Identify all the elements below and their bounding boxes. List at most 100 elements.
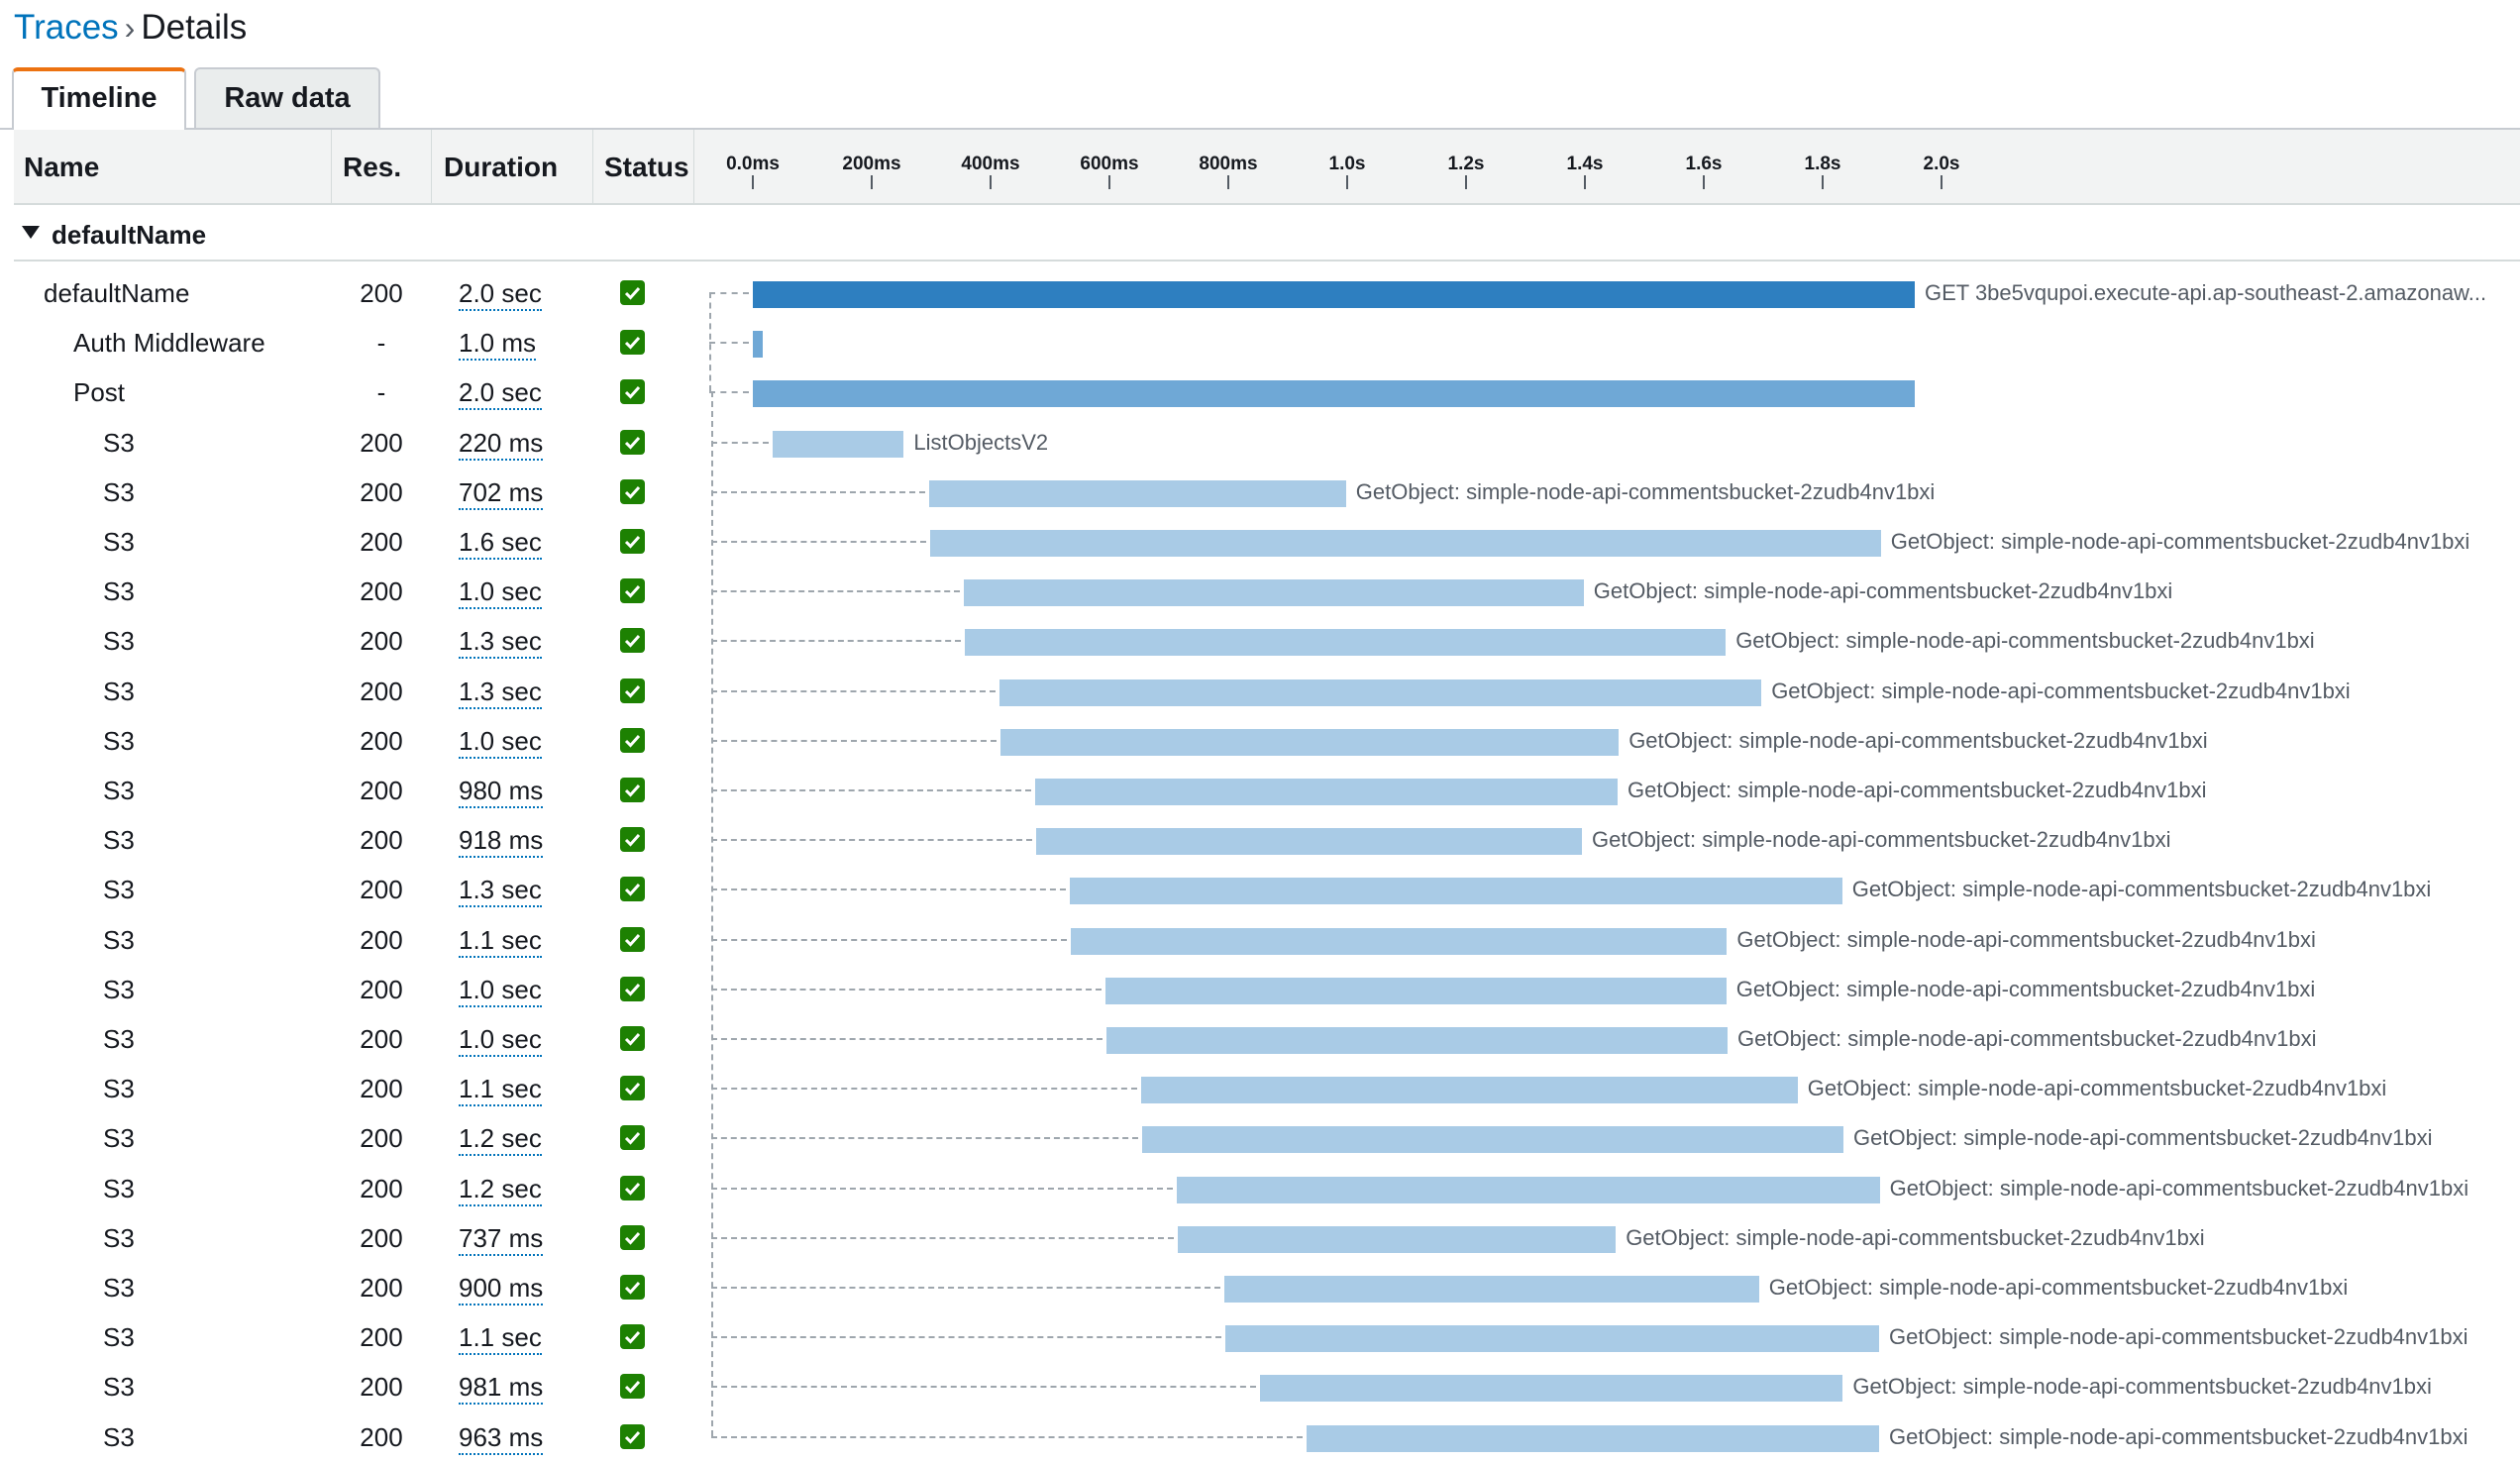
response-code: 200 bbox=[360, 974, 403, 1004]
duration-link[interactable]: 2.0 sec bbox=[459, 268, 542, 311]
segment-bar[interactable] bbox=[1000, 728, 1620, 756]
segment-bar[interactable] bbox=[1106, 1027, 1728, 1054]
segment-bar[interactable] bbox=[1223, 1276, 1759, 1303]
column-header-res[interactable]: Res. bbox=[343, 152, 402, 182]
segment-bar[interactable] bbox=[929, 530, 1881, 557]
duration-link[interactable]: 1.3 sec bbox=[459, 616, 542, 660]
segment-bar[interactable] bbox=[1307, 1424, 1879, 1452]
segment-bar[interactable] bbox=[999, 679, 1762, 706]
duration-link[interactable]: 1.1 sec bbox=[459, 1064, 542, 1107]
segment-bar[interactable] bbox=[1140, 1077, 1798, 1104]
duration-link[interactable]: 1.0 sec bbox=[459, 965, 542, 1007]
trace-row[interactable]: S3 200 1.2 sec GetObject: simple-node-api-c… bbox=[0, 1164, 2520, 1213]
column-header-status[interactable]: Status bbox=[604, 152, 689, 182]
duration-link[interactable]: 702 ms bbox=[459, 468, 544, 510]
response-code: 200 bbox=[360, 776, 403, 805]
trace-row[interactable]: S3 200 1.2 sec GetObject: simple-node-api-c… bbox=[0, 1113, 2520, 1163]
segment-bar[interactable] bbox=[753, 331, 763, 359]
segment-bar-label: GetObject: simple-node-api-commentsbucke… bbox=[1355, 478, 1936, 504]
trace-row[interactable]: S3 200 702 ms GetObject: simple-node-api-co… bbox=[0, 468, 2520, 517]
duration-link[interactable]: 1.3 sec bbox=[459, 865, 542, 908]
trace-row[interactable]: S3 200 1.1 sec GetObject: simple-node-api-c… bbox=[0, 1064, 2520, 1113]
response-code: 200 bbox=[360, 1273, 403, 1303]
caret-down-icon[interactable] bbox=[22, 226, 40, 239]
segment-bar[interactable] bbox=[1071, 927, 1728, 955]
duration-link[interactable]: 1.0 sec bbox=[459, 716, 542, 759]
segment-bar[interactable] bbox=[1104, 977, 1727, 1004]
segment-bar[interactable] bbox=[773, 430, 904, 458]
trace-row[interactable]: S3 200 1.0 sec GetObject: simple-node-api-c… bbox=[0, 716, 2520, 766]
axis-tick-label: 1.2s bbox=[1447, 154, 1485, 174]
duration-link[interactable]: 1.1 sec bbox=[459, 915, 542, 958]
duration-link[interactable]: 981 ms bbox=[459, 1362, 544, 1406]
axis-tick-mark bbox=[1703, 175, 1705, 189]
duration-link[interactable]: 220 ms bbox=[459, 418, 544, 461]
check-icon bbox=[620, 926, 645, 952]
trace-row[interactable]: S3 200 1.1 sec GetObject: simple-node-api-c… bbox=[0, 1312, 2520, 1362]
trace-row[interactable]: S3 200 1.6 sec GetObject: simple-node-api-c… bbox=[0, 517, 2520, 567]
trace-row[interactable]: S3 200 1.1 sec GetObject: simple-node-api-c… bbox=[0, 915, 2520, 965]
column-header-name[interactable]: Name bbox=[24, 152, 100, 182]
duration-link[interactable]: 963 ms bbox=[459, 1412, 544, 1455]
duration-link[interactable]: 1.2 sec bbox=[459, 1164, 542, 1206]
segment-bar[interactable] bbox=[753, 281, 1915, 308]
segment-name: S3 bbox=[103, 825, 135, 856]
trace-row[interactable]: S3 200 1.0 sec GetObject: simple-node-api-c… bbox=[0, 1014, 2520, 1064]
segment-bar[interactable] bbox=[928, 479, 1346, 507]
response-code: 200 bbox=[360, 527, 403, 557]
segment-bar[interactable] bbox=[964, 579, 1584, 607]
duration-link[interactable]: 900 ms bbox=[459, 1263, 544, 1305]
breadcrumb: Traces › Details bbox=[14, 6, 247, 50]
trace-row[interactable]: S3 200 981 ms GetObject: simple-node-api-co… bbox=[0, 1362, 2520, 1411]
duration-link[interactable]: 1.2 sec bbox=[459, 1113, 542, 1157]
trace-row[interactable]: Auth Middleware - 1.0 ms bbox=[0, 318, 2520, 367]
trace-row[interactable]: S3 200 1.3 sec GetObject: simple-node-api-c… bbox=[0, 865, 2520, 914]
axis-tick-mark bbox=[752, 175, 754, 189]
trace-row[interactable]: S3 200 900 ms GetObject: simple-node-api-co… bbox=[0, 1263, 2520, 1312]
column-header-duration[interactable]: Duration bbox=[444, 152, 559, 182]
duration-link[interactable]: 1.6 sec bbox=[459, 517, 542, 560]
segment-bar[interactable] bbox=[753, 380, 1915, 408]
segment-bar[interactable] bbox=[1069, 878, 1842, 905]
segment-name: S3 bbox=[103, 1273, 135, 1303]
axis-tick-label: 2.0s bbox=[1923, 154, 1960, 174]
duration-link[interactable]: 1.3 sec bbox=[459, 667, 542, 709]
trace-row[interactable]: S3 200 1.3 sec GetObject: simple-node-api-c… bbox=[0, 667, 2520, 716]
segment-bar[interactable] bbox=[1035, 779, 1618, 805]
duration-link[interactable]: 1.1 sec bbox=[459, 1312, 542, 1356]
duration-link[interactable]: 1.0 ms bbox=[459, 318, 537, 362]
segment-bar-label: GetObject: simple-node-api-commentsbucke… bbox=[1890, 529, 2470, 554]
segment-name: S3 bbox=[103, 1123, 135, 1154]
tab-timeline[interactable]: Timeline bbox=[12, 67, 186, 130]
breadcrumb-traces-link[interactable]: Traces bbox=[14, 8, 119, 47]
segment-bar-label: GetObject: simple-node-api-commentsbucke… bbox=[1735, 976, 2316, 1001]
segment-bar[interactable] bbox=[1176, 1176, 1880, 1203]
trace-row[interactable]: S3 200 220 ms ListObjectsV2 bbox=[0, 418, 2520, 468]
trace-row[interactable]: S3 200 918 ms GetObject: simple-node-api-co… bbox=[0, 815, 2520, 865]
trace-row[interactable]: S3 200 980 ms GetObject: simple-node-api-co… bbox=[0, 766, 2520, 815]
trace-row[interactable]: defaultName 200 2.0 sec GET 3be5vqupoi.exec… bbox=[0, 268, 2520, 318]
duration-link[interactable]: 980 ms bbox=[459, 766, 544, 808]
segment-bar[interactable] bbox=[1178, 1225, 1617, 1253]
duration-link[interactable]: 918 ms bbox=[459, 815, 544, 859]
segment-bar[interactable] bbox=[1142, 1126, 1843, 1154]
segment-bar[interactable] bbox=[1036, 828, 1582, 856]
tree-connector bbox=[711, 1038, 1102, 1040]
duration-link[interactable]: 1.0 sec bbox=[459, 1014, 542, 1057]
trace-row[interactable]: S3 200 1.0 sec GetObject: simple-node-api-c… bbox=[0, 965, 2520, 1014]
trace-row[interactable]: S3 200 1.3 sec GetObject: simple-node-api-c… bbox=[0, 616, 2520, 666]
trace-row[interactable]: S3 200 1.0 sec GetObject: simple-node-api-c… bbox=[0, 567, 2520, 616]
segment-bar[interactable] bbox=[1225, 1325, 1879, 1353]
duration-link[interactable]: 737 ms bbox=[459, 1213, 544, 1256]
trace-row[interactable]: S3 200 737 ms GetObject: simple-node-api-co… bbox=[0, 1213, 2520, 1263]
trace-row[interactable]: S3 200 963 ms GetObject: simple-node-api-co… bbox=[0, 1412, 2520, 1462]
duration-link[interactable]: 2.0 sec bbox=[459, 367, 542, 411]
tree-connector bbox=[709, 292, 749, 294]
duration-link[interactable]: 1.0 sec bbox=[459, 567, 542, 610]
segment-bar-label: GetObject: simple-node-api-commentsbucke… bbox=[1807, 1076, 2387, 1101]
segment-name: S3 bbox=[103, 1074, 135, 1104]
segment-bar[interactable] bbox=[1259, 1375, 1843, 1403]
tab-raw-data[interactable]: Raw data bbox=[194, 67, 380, 128]
segment-bar[interactable] bbox=[965, 629, 1727, 657]
trace-row[interactable]: Post - 2.0 sec bbox=[0, 367, 2520, 417]
